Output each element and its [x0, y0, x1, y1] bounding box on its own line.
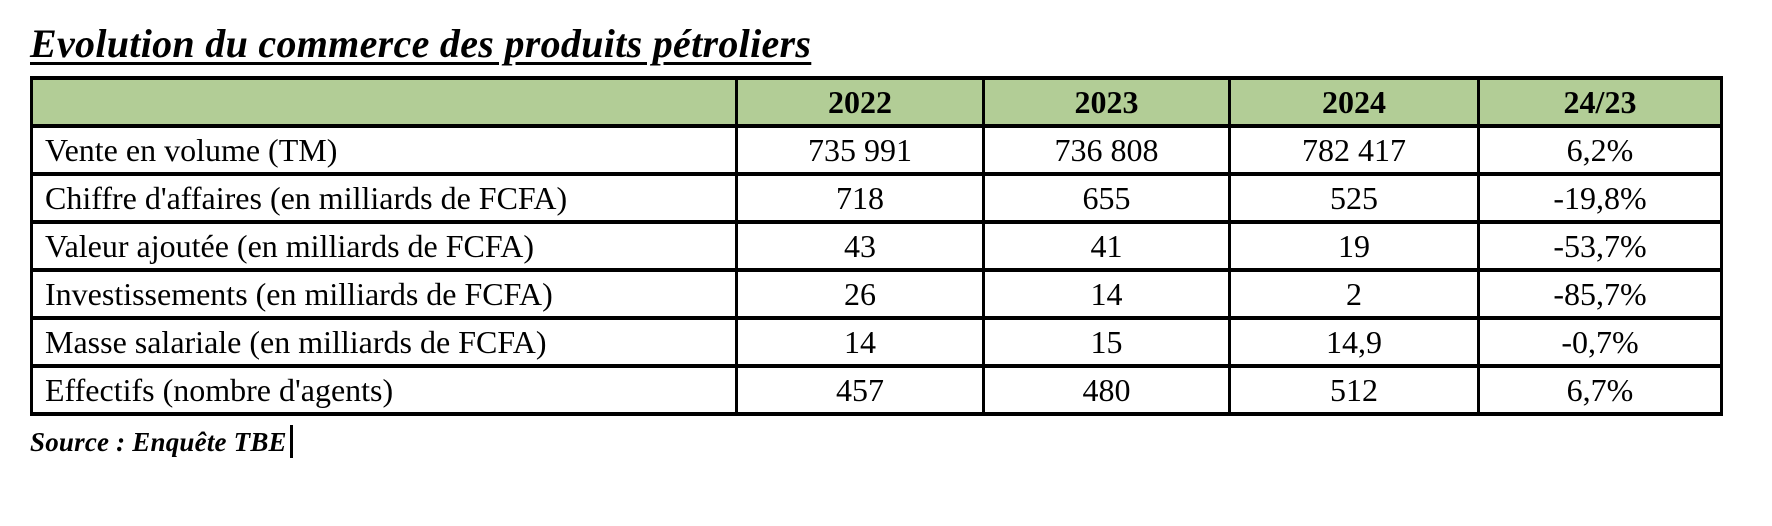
table-title[interactable]: Evolution du commerce des produits pétro… [30, 21, 812, 66]
table-row: Chiffre d'affaires (en milliards de FCFA… [30, 172, 1723, 224]
cell-value[interactable]: 6,7% [1477, 364, 1723, 416]
table-row: Investissements (en milliards de FCFA) 26… [30, 268, 1723, 320]
petroleum-trade-table: 2022 2023 2024 24/23 Vente en volume (TM… [30, 76, 1723, 416]
cell-value[interactable]: -85,7% [1477, 268, 1723, 320]
header-cell-2023[interactable]: 2023 [982, 76, 1231, 128]
cell-value[interactable]: 43 [735, 220, 985, 272]
header-row: 2022 2023 2024 24/23 [30, 76, 1723, 128]
source-note-text: Source : Enquête TBE [30, 427, 287, 457]
row-label[interactable]: Chiffre d'affaires (en milliards de FCFA… [30, 172, 738, 224]
table-row: Vente en volume (TM) 735 991 736 808 782 41… [30, 124, 1723, 176]
cell-value[interactable]: 26 [735, 268, 985, 320]
cell-value[interactable]: 782 417 [1228, 124, 1480, 176]
cell-value[interactable]: 525 [1228, 172, 1480, 224]
cell-value[interactable]: 14 [982, 268, 1231, 320]
cell-value[interactable]: -19,8% [1477, 172, 1723, 224]
cell-value[interactable]: 19 [1228, 220, 1480, 272]
cell-value[interactable]: 41 [982, 220, 1231, 272]
row-label[interactable]: Valeur ajoutée (en milliards de FCFA) [30, 220, 738, 272]
cell-value[interactable]: 735 991 [735, 124, 985, 176]
header-cell-2022[interactable]: 2022 [735, 76, 985, 128]
cell-value[interactable]: -0,7% [1477, 316, 1723, 368]
table-row: Masse salariale (en milliards de FCFA) 14… [30, 316, 1723, 368]
row-label[interactable]: Vente en volume (TM) [30, 124, 738, 176]
header-cell-2024[interactable]: 2024 [1228, 76, 1480, 128]
header-cell-ratio[interactable]: 24/23 [1477, 76, 1723, 128]
row-label[interactable]: Effectifs (nombre d'agents) [30, 364, 738, 416]
row-label[interactable]: Masse salariale (en milliards de FCFA) [30, 316, 738, 368]
cell-value[interactable]: 718 [735, 172, 985, 224]
cell-value[interactable]: 15 [982, 316, 1231, 368]
cell-value[interactable]: 457 [735, 364, 985, 416]
cell-value[interactable]: 512 [1228, 364, 1480, 416]
cell-value[interactable]: 480 [982, 364, 1231, 416]
table-row: Valeur ajoutée (en milliards de FCFA) 43 4… [30, 220, 1723, 272]
document-page: Evolution du commerce des produits pétro… [30, 20, 1723, 458]
text-cursor [289, 425, 293, 458]
cell-value[interactable]: 736 808 [982, 124, 1231, 176]
cell-value[interactable]: 6,2% [1477, 124, 1723, 176]
header-cell-empty[interactable] [30, 76, 738, 128]
cell-value[interactable]: 655 [982, 172, 1231, 224]
cell-value[interactable]: 14,9 [1228, 316, 1480, 368]
cell-value[interactable]: -53,7% [1477, 220, 1723, 272]
source-note[interactable]: Source : Enquête TBE [30, 425, 1722, 458]
cell-value[interactable]: 14 [735, 316, 985, 368]
row-label[interactable]: Investissements (en milliards de FCFA) [30, 268, 738, 320]
table-row: Effectifs (nombre d'agents) 457 480 512 6,7% [30, 364, 1723, 416]
cell-value[interactable]: 2 [1228, 268, 1480, 320]
